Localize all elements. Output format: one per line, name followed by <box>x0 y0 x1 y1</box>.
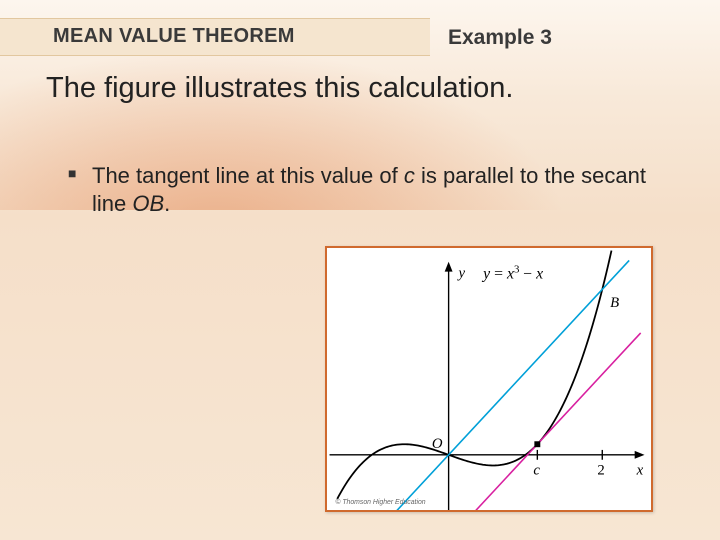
example-label: Example 3 <box>448 26 552 50</box>
svg-text:© Thomson Higher Education: © Thomson Higher Education <box>335 498 425 506</box>
svg-text:2: 2 <box>597 463 604 479</box>
bullet-text: The tangent line at this value of c is p… <box>92 163 646 216</box>
svg-text:B: B <box>610 295 619 311</box>
bullet-point: The tangent line at this value of c is p… <box>92 162 660 218</box>
figure: y x Oc 2 By = x3 − x © Thomson Higher Educati… <box>325 246 653 512</box>
svg-text:c: c <box>533 463 540 479</box>
section-title: MEAN VALUE THEOREM <box>53 25 295 48</box>
svg-text:y: y <box>456 266 465 282</box>
slide: MEAN VALUE THEOREM Example 3 The figure … <box>0 0 720 540</box>
svg-text:x: x <box>636 463 644 479</box>
main-sentence: The figure illustrates this calculation. <box>46 72 513 105</box>
figure-svg: y x Oc 2 By = x3 − x © Thomson Higher Educati… <box>327 248 651 510</box>
svg-text:O: O <box>432 436 443 452</box>
svg-text:y = x3 − x: y = x3 − x <box>481 263 543 282</box>
